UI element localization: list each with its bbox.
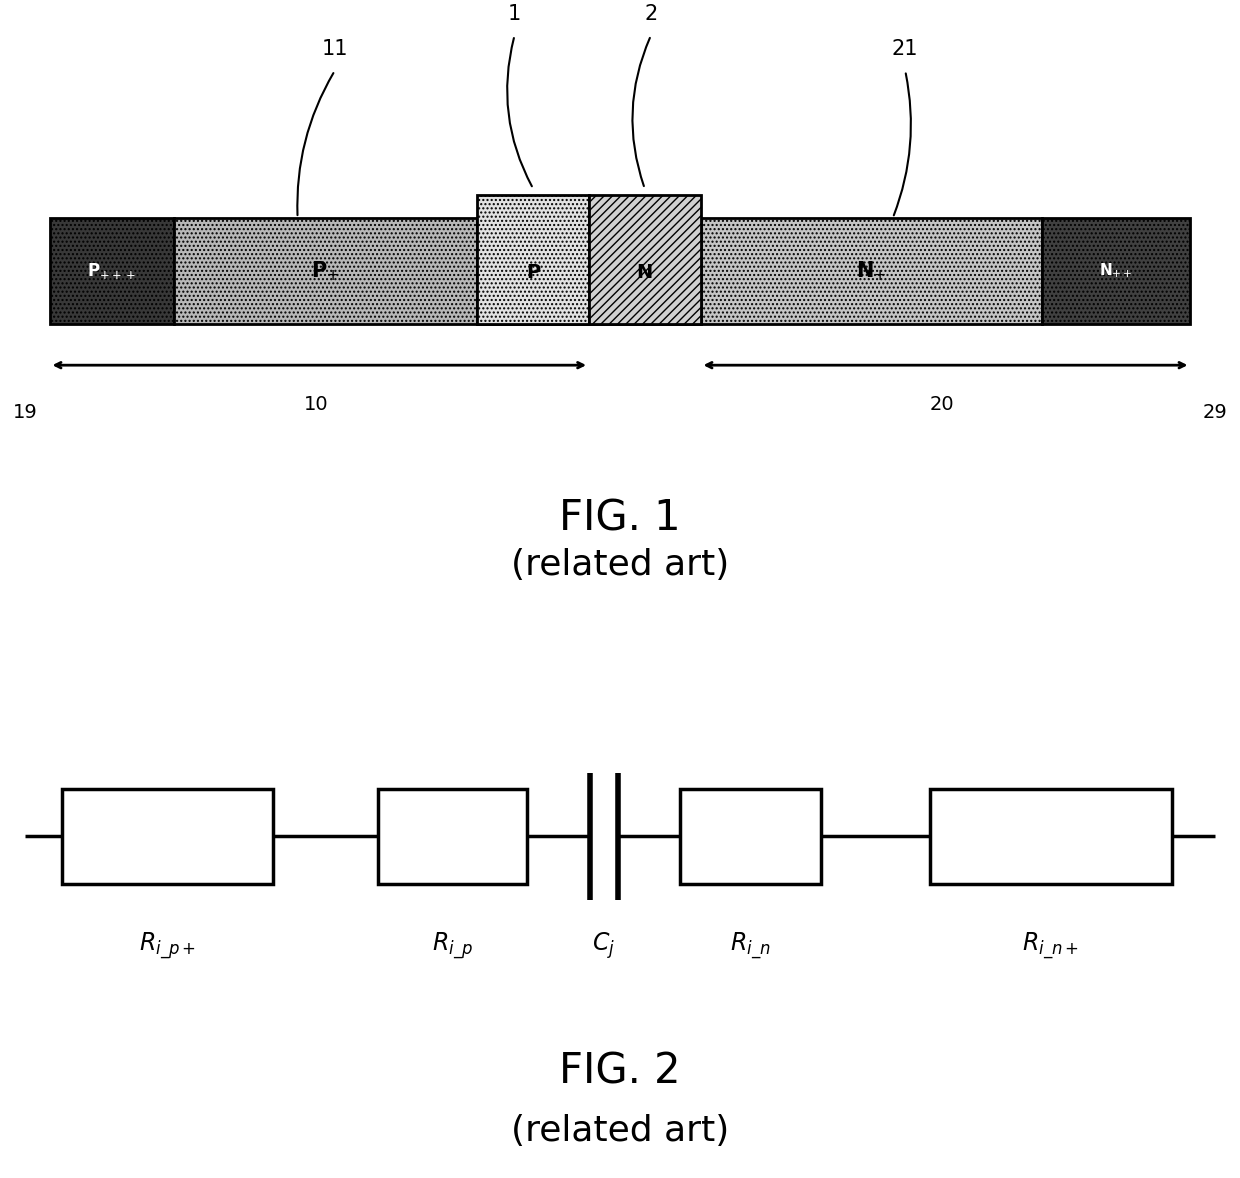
Bar <box>50 218 174 324</box>
Text: 29: 29 <box>1203 403 1228 422</box>
Text: 1: 1 <box>508 4 521 24</box>
Bar <box>477 218 589 324</box>
Text: (related art): (related art) <box>511 1114 729 1147</box>
Bar <box>701 218 1042 324</box>
Text: P: P <box>526 263 541 282</box>
Text: $R_{i\_p+}$: $R_{i\_p+}$ <box>139 931 196 961</box>
Text: P$_{+++}$: P$_{+++}$ <box>87 262 136 280</box>
Text: 20: 20 <box>930 395 955 413</box>
Text: $R_{i\_n+}$: $R_{i\_n+}$ <box>1022 931 1080 961</box>
Bar <box>62 789 273 884</box>
Bar <box>378 789 527 884</box>
Bar <box>589 194 701 324</box>
Text: $R_{i\_n}$: $R_{i\_n}$ <box>730 931 770 961</box>
Text: 11: 11 <box>321 39 348 59</box>
Text: N: N <box>636 263 653 282</box>
Text: 2: 2 <box>645 4 657 24</box>
Text: N$_{+}$: N$_{+}$ <box>856 259 887 283</box>
Text: P$_{+}$: P$_{+}$ <box>311 259 340 283</box>
Text: 21: 21 <box>892 39 919 59</box>
Text: (related art): (related art) <box>511 549 729 582</box>
Text: 10: 10 <box>304 395 329 413</box>
Text: $C_{j}$: $C_{j}$ <box>593 931 615 961</box>
Bar <box>930 789 1172 884</box>
Bar <box>174 218 477 324</box>
Bar <box>589 218 701 324</box>
Bar <box>680 789 821 884</box>
Bar <box>1042 218 1190 324</box>
Text: $R_{i\_p}$: $R_{i\_p}$ <box>432 931 474 961</box>
Text: N$_{++}$: N$_{++}$ <box>1099 262 1133 280</box>
Text: FIG. 1: FIG. 1 <box>559 497 681 540</box>
Text: FIG. 2: FIG. 2 <box>559 1051 681 1093</box>
Bar <box>477 194 589 324</box>
Text: 19: 19 <box>12 403 37 422</box>
